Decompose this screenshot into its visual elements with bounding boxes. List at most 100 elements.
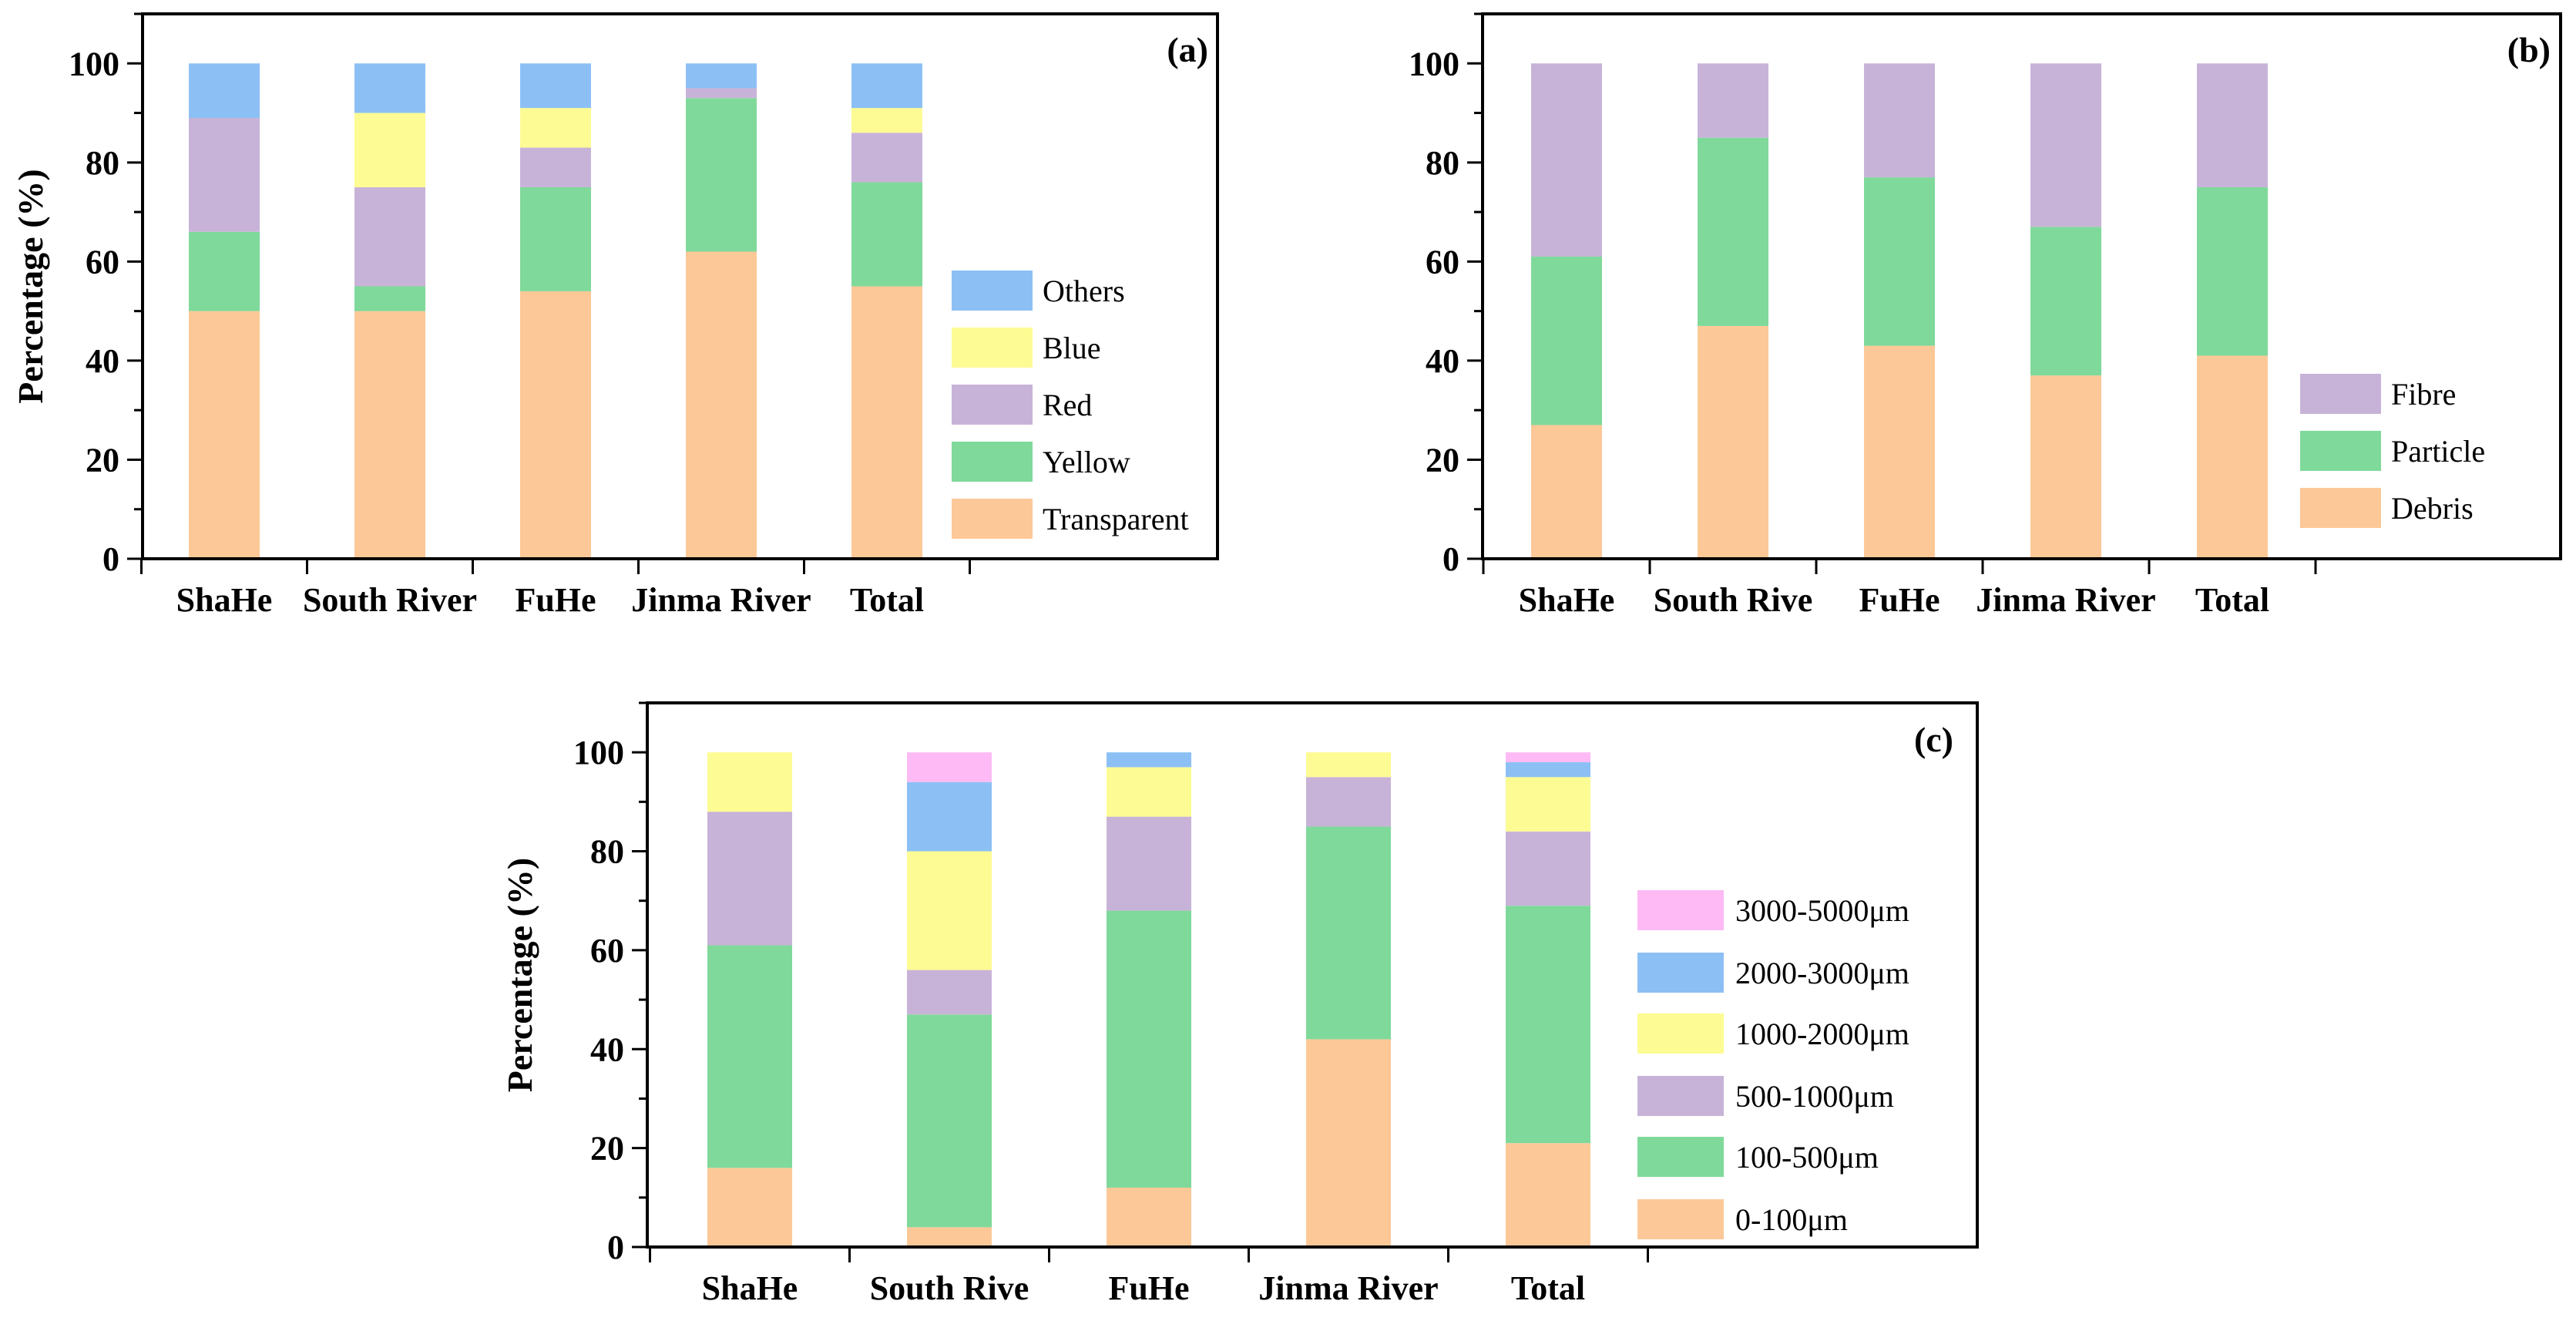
bar-jinma-river-0-100-m [1306, 1039, 1391, 1247]
y-axis-label: Percentage (%) [11, 169, 50, 403]
x-tick-label: Total [850, 581, 924, 619]
chart-panel-c: ShaHe South Rive FuHe Jinma River Total 0 20 40… [500, 701, 1979, 1307]
bar-total-transparent [851, 286, 922, 559]
bar-shahe-0-100-m [707, 1168, 792, 1247]
bar-total-debris [2197, 355, 2268, 559]
legend: 3000-5000μm 2000-3000μm 1000-2000μm 500-100… [1637, 890, 1909, 1239]
y-tick-label: 80 [86, 144, 119, 182]
y-tick-label: 80 [590, 833, 624, 871]
legend-label: 500-1000μm [1735, 1079, 1894, 1114]
bar-shahe-100-500-m [707, 945, 792, 1168]
bar-south-rive-0-100-m [907, 1227, 992, 1247]
legend-label: Others [1043, 274, 1125, 308]
x-tick-label: FuHe [1859, 581, 1940, 619]
x-tick-label: FuHe [1108, 1269, 1189, 1307]
bar-south-rive-particle [1698, 137, 1768, 326]
legend-label: Fibre [2391, 377, 2456, 412]
bar-total-fibre [2197, 63, 2268, 187]
legend-label: 0-100μm [1735, 1202, 1848, 1237]
bar-jinma-river-100-500-m [1306, 826, 1391, 1040]
bar-south-river-others [354, 63, 425, 113]
bar-jinma-river-1000-2000-m [1306, 752, 1391, 778]
bar-shahe-fibre [1531, 63, 1602, 257]
legend-swatch [2300, 374, 2381, 414]
bar-shahe-particle [1531, 256, 1602, 425]
y-tick-label: 20 [590, 1130, 624, 1168]
bar-fuhe-2000-3000-m [1107, 752, 1191, 768]
y-tick-label: 100 [69, 45, 119, 82]
panel-label: (c) [1914, 720, 1953, 759]
legend-label: Yellow [1043, 445, 1130, 479]
x-tick-label: ShaHe [702, 1269, 798, 1307]
bar-south-rive-debris [1698, 325, 1768, 559]
bar-total-yellow [851, 182, 922, 287]
legend-label: Transparent [1043, 502, 1189, 536]
legend-label: 2000-3000μm [1735, 956, 1909, 990]
x-tick-label: Jinma River [1258, 1269, 1438, 1307]
bar-jinma-river-500-1000-m [1306, 777, 1391, 827]
plot-frame [141, 12, 1219, 560]
bar-fuhe-blue [520, 108, 591, 148]
x-tick-label: South Rive [870, 1269, 1029, 1307]
bar-total-3000-5000-m [1506, 752, 1590, 763]
bar-shahe-transparent [189, 311, 260, 559]
y-axis-label: Percentage (%) [500, 858, 539, 1092]
legend-label: Debris [2391, 491, 2474, 526]
legend-swatch [2300, 431, 2381, 471]
bar-total-1000-2000-m [1506, 777, 1590, 832]
bar-jinma-river-particle [2030, 227, 2101, 376]
bar-total-particle [2197, 187, 2268, 356]
bar-south-rive-2000-3000-m [907, 782, 992, 852]
legend-swatch [2300, 488, 2381, 528]
legend-swatch [1637, 1199, 1724, 1239]
legend-swatch [952, 385, 1033, 425]
bar-jinma-river-transparent [686, 251, 757, 559]
bar-south-rive-100-500-m [907, 1014, 992, 1228]
bar-fuhe-0-100-m [1107, 1187, 1191, 1247]
x-tick-label: South River [303, 581, 477, 619]
y-tick-label: 20 [86, 441, 119, 479]
plot-frame [646, 701, 1979, 1249]
bar-fuhe-transparent [520, 291, 591, 559]
bar-jinma-river-fibre [2030, 63, 2101, 227]
panel-label: (b) [2507, 30, 2551, 69]
legend-swatch [1637, 1076, 1724, 1116]
bar-south-river-red [354, 187, 425, 287]
bar-south-river-yellow [354, 286, 425, 311]
legend-swatch [952, 271, 1033, 311]
legend: Others Blue Red Yellow Transparent [952, 271, 1189, 539]
x-tick-label: Total [1511, 1269, 1585, 1307]
y-tick-label: 20 [1426, 441, 1459, 479]
panel-label: (a) [1167, 30, 1208, 69]
legend-label: 100-500μm [1735, 1140, 1879, 1175]
bar-total-500-1000-m [1506, 831, 1590, 906]
bar-south-rive-500-1000-m [907, 970, 992, 1015]
y-tick-label: 40 [590, 1030, 624, 1068]
y-tick-label: 0 [607, 1229, 624, 1266]
y-tick-label: 60 [1426, 243, 1459, 281]
legend-label: Red [1043, 388, 1092, 422]
legend-label: Blue [1043, 331, 1101, 365]
bar-shahe-debris [1531, 425, 1602, 559]
bar-total-others [851, 63, 922, 109]
y-tick-label: 60 [86, 243, 119, 281]
chart-panel-a: ShaHe South River FuHe Jinma River Total 0 20 4… [11, 12, 1219, 619]
bar-jinma-river-debris [2030, 375, 2101, 559]
bar-total-100-500-m [1506, 906, 1590, 1144]
y-tick-label: 80 [1426, 144, 1459, 182]
y-tick-label: 100 [1409, 45, 1459, 82]
plot-frame [1481, 12, 2562, 560]
legend: Fibre Particle Debris [2300, 374, 2485, 528]
bar-total-blue [851, 108, 922, 133]
bar-fuhe-yellow [520, 187, 591, 291]
bar-south-river-blue [354, 113, 425, 187]
bar-fuhe-500-1000-m [1107, 816, 1191, 911]
y-tick-label: 0 [1442, 540, 1459, 578]
bar-shahe-500-1000-m [707, 812, 792, 946]
bar-south-rive-fibre [1698, 63, 1768, 138]
legend-label: 3000-5000μm [1735, 893, 1909, 928]
x-tick-label: Jinma River [1976, 581, 2155, 619]
bar-fuhe-particle [1864, 177, 1935, 346]
y-tick-label: 40 [86, 342, 119, 380]
bar-fuhe-1000-2000-m [1107, 767, 1191, 817]
